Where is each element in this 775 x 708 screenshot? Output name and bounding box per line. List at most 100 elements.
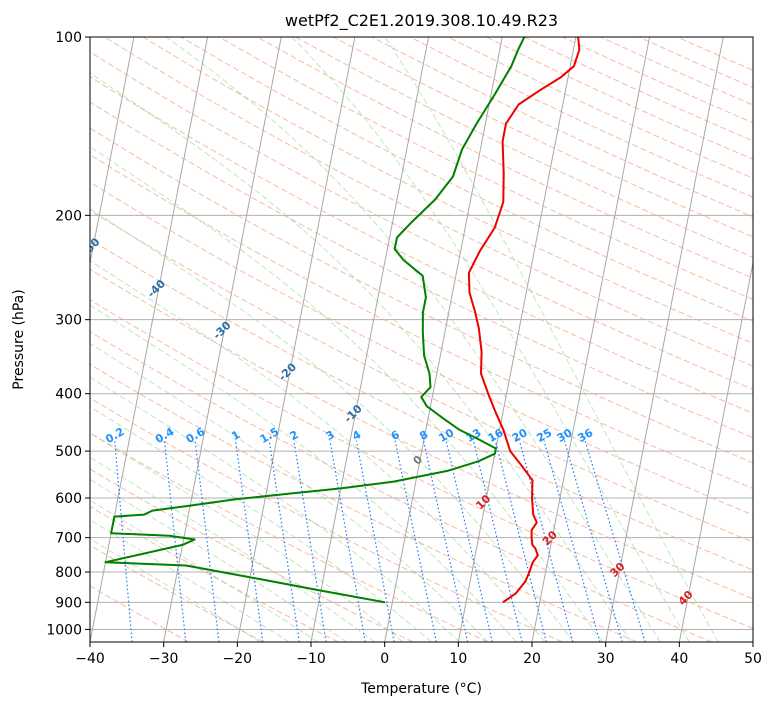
dry-adiabat <box>90 299 753 629</box>
y-tick-label: 400 <box>55 387 82 403</box>
x-tick-label: −30 <box>149 651 179 667</box>
moist-adiabat <box>90 207 574 642</box>
x-axis: −40 −30 −20 −10 0 10 20 30 40 50 <box>75 642 762 667</box>
y-tick-label: 300 <box>55 313 82 329</box>
sounding-line <box>104 37 526 604</box>
mixing-ratio-line <box>163 440 187 642</box>
dry-adiabat <box>142 37 753 344</box>
moist-adiabat <box>90 406 432 642</box>
mixing-ratio-line <box>355 440 395 642</box>
background-lines <box>90 37 753 642</box>
x-tick-label: 30 <box>597 651 615 667</box>
mixing-ratio-label: 10 <box>437 426 457 445</box>
isotherm <box>384 37 503 642</box>
x-axis-label: Temperature (°C) <box>360 681 482 697</box>
x-tick-label: 40 <box>670 651 688 667</box>
plot-frame <box>89 36 754 643</box>
mixing-ratio-label: 0.4 <box>153 425 177 446</box>
dry-adiabat <box>90 209 753 543</box>
mixing-ratio-line <box>235 440 264 642</box>
y-tick-label: 1000 <box>46 622 82 638</box>
mixing-ratio-label: 0.2 <box>103 425 126 446</box>
isotherm-label: -40 <box>145 277 168 300</box>
mixing-ratio-label: 36 <box>575 426 595 445</box>
y-tick-label: 600 <box>55 491 82 507</box>
isotherm-label: -20 <box>276 360 299 383</box>
isotherm <box>678 260 753 642</box>
dry-adiabat <box>485 37 753 160</box>
dry-adiabat <box>90 505 339 642</box>
dry-adiabat <box>371 37 753 218</box>
mixing-ratio-label: 2 <box>288 428 301 443</box>
y-axis-label: Pressure (hPa) <box>11 289 27 389</box>
mixing-ratio-label: 0.1 <box>57 425 80 446</box>
sounding-series <box>104 37 581 604</box>
y-axis: 100 200 300 400 500 600 700 800 900 1000 <box>46 30 90 638</box>
isotherm-label: 0 <box>411 453 426 468</box>
y-tick-label: 900 <box>55 595 82 611</box>
mixing-ratio-label: 25 <box>534 426 554 445</box>
isotherm <box>605 37 724 642</box>
mixing-ratio-label: 20 <box>510 426 530 445</box>
moist-adiabat <box>90 456 376 642</box>
x-tick-label: −20 <box>223 651 253 667</box>
moist-adiabat <box>90 478 347 642</box>
mixing-ratio-line <box>445 440 493 642</box>
mixing-ratio-line <box>472 440 523 642</box>
isotherm-label: 20 <box>540 528 560 548</box>
isotherm <box>90 37 135 266</box>
dry-adiabat <box>104 37 753 367</box>
y-tick-label: 100 <box>55 30 82 46</box>
y-tick-label: 700 <box>55 531 82 547</box>
chart-title: wetPf2_C2E1.2019.308.10.49.R23 <box>285 11 558 31</box>
isotherm <box>90 37 209 642</box>
isotherm-label: 40 <box>676 588 696 608</box>
moist-adiabat <box>165 37 661 642</box>
x-tick-label: 0 <box>380 651 389 667</box>
dry-adiabat <box>180 37 753 322</box>
mixing-ratio-line <box>563 440 623 642</box>
mixing-ratio-label: 0.6 <box>184 425 208 446</box>
mixing-ratio-label: 30 <box>555 426 575 445</box>
moist-adiabat <box>90 432 404 642</box>
x-tick-label: 20 <box>523 651 541 667</box>
mixing-ratio-line <box>329 440 366 642</box>
mixing-ratio-label: 1 <box>229 428 242 443</box>
isotherm <box>531 37 651 642</box>
isotherm <box>752 639 753 642</box>
moist-adiabat <box>90 342 489 642</box>
moist-adiabat <box>90 304 517 642</box>
mixing-ratio-label: 8 <box>417 428 430 443</box>
moist-adiabat <box>90 146 603 642</box>
y-tick-label: 200 <box>55 208 82 224</box>
isotherm-label: -50 <box>79 235 102 258</box>
x-tick-label: −40 <box>75 651 105 667</box>
dry-adiabat <box>295 37 753 258</box>
dry-adiabat <box>90 330 712 642</box>
moist-adiabat <box>90 499 319 642</box>
moist-adiabat <box>384 37 719 642</box>
dry-adiabat <box>600 37 753 106</box>
dry-adiabat <box>90 363 638 642</box>
moist-adiabat <box>90 260 546 642</box>
mixing-ratio-line <box>494 440 547 642</box>
dry-adiabat <box>90 127 753 464</box>
mixing-ratio-line <box>293 440 327 642</box>
mixing-ratio-line <box>518 440 574 642</box>
isotherm <box>457 37 577 642</box>
mixing-ratio-label: 1.5 <box>258 425 281 446</box>
isotherm-label: -30 <box>210 319 233 342</box>
mixing-ratio-line <box>194 440 220 642</box>
dry-adiabat <box>90 397 563 642</box>
mixing-ratio-label: 4 <box>350 428 363 443</box>
mixing-ratio-line <box>543 440 601 642</box>
dry-adiabat <box>524 37 753 142</box>
mixing-ratio-label: 3 <box>324 428 337 443</box>
dry-adiabat <box>90 432 488 642</box>
line-labels: 0.10.20.40.611.52346810131620253036-100-… <box>57 235 696 608</box>
dry-adiabat <box>90 468 414 642</box>
isotherm <box>236 37 356 642</box>
mixing-ratio-label: 13 <box>464 426 484 445</box>
mixing-ratio-line <box>114 440 133 642</box>
